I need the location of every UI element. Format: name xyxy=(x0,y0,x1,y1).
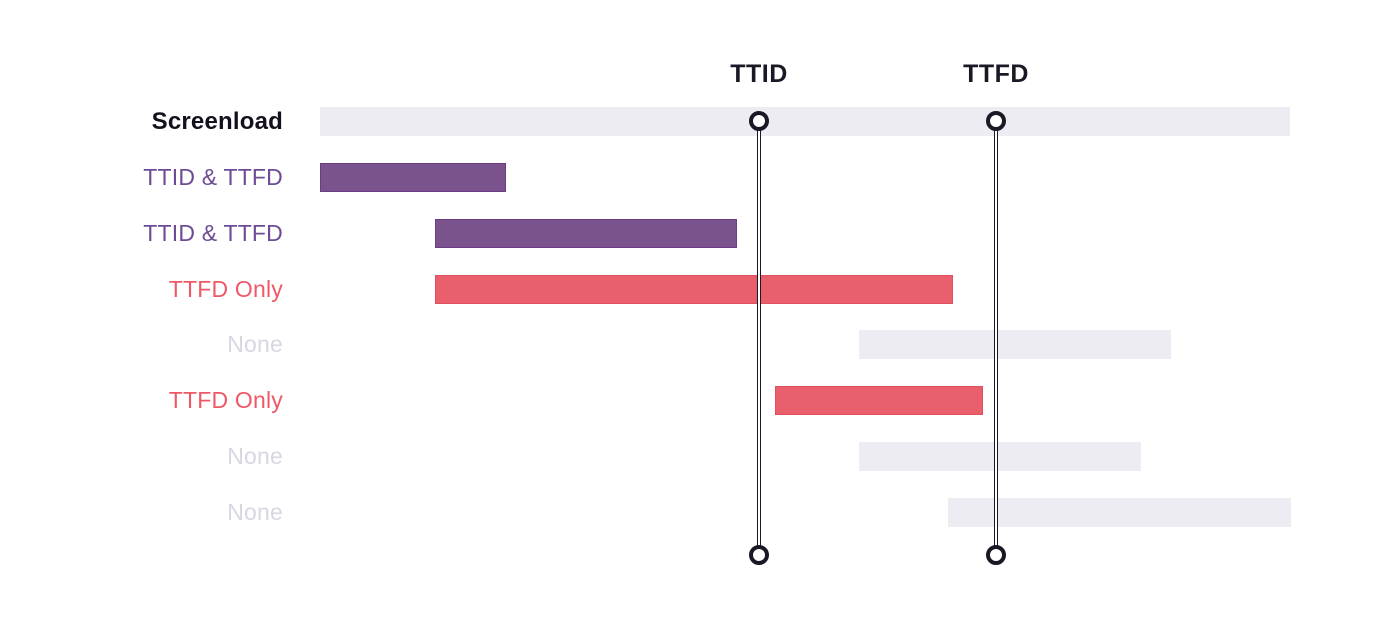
ttid-marker-label: TTID xyxy=(730,60,788,88)
ttfd-marker-bottom-circle xyxy=(986,545,1006,565)
span-bar-ttid-ttfd xyxy=(435,219,737,248)
span-bar-none xyxy=(859,442,1141,471)
row-label-none: None xyxy=(227,443,283,469)
span-row: TTFD Only xyxy=(0,386,1400,415)
ttfd-marker-top-circle xyxy=(986,111,1006,131)
span-row: None xyxy=(0,498,1400,527)
row-label-ttid-ttfd: TTID & TTFD xyxy=(143,220,283,246)
ttid-marker-line xyxy=(757,121,761,555)
span-bar-screenload xyxy=(320,107,1290,136)
ttid-marker-top-circle xyxy=(749,111,769,131)
row-label-none: None xyxy=(227,331,283,357)
span-bar-ttid-ttfd xyxy=(320,163,506,192)
row-label-none: None xyxy=(227,499,283,525)
span-row: TTID & TTFD xyxy=(0,163,1400,192)
row-label-screenload: Screenload xyxy=(151,107,283,135)
ttid-marker-bottom-circle xyxy=(749,545,769,565)
span-row: TTID & TTFD xyxy=(0,219,1400,248)
ttfd-marker-label: TTFD xyxy=(963,60,1029,88)
span-row: None xyxy=(0,330,1400,359)
row-label-ttfd-only: TTFD Only xyxy=(168,276,283,302)
ttfd-marker-line xyxy=(994,121,998,555)
span-bar-none xyxy=(948,498,1291,527)
row-label-ttid-ttfd: TTID & TTFD xyxy=(143,164,283,190)
span-bar-none xyxy=(859,330,1171,359)
span-row: None xyxy=(0,442,1400,471)
span-bar-ttfd-only xyxy=(435,275,953,304)
span-row: Screenload xyxy=(0,107,1400,136)
span-bar-ttfd-only xyxy=(775,386,983,415)
row-label-ttfd-only: TTFD Only xyxy=(168,387,283,413)
span-row: TTFD Only xyxy=(0,275,1400,304)
